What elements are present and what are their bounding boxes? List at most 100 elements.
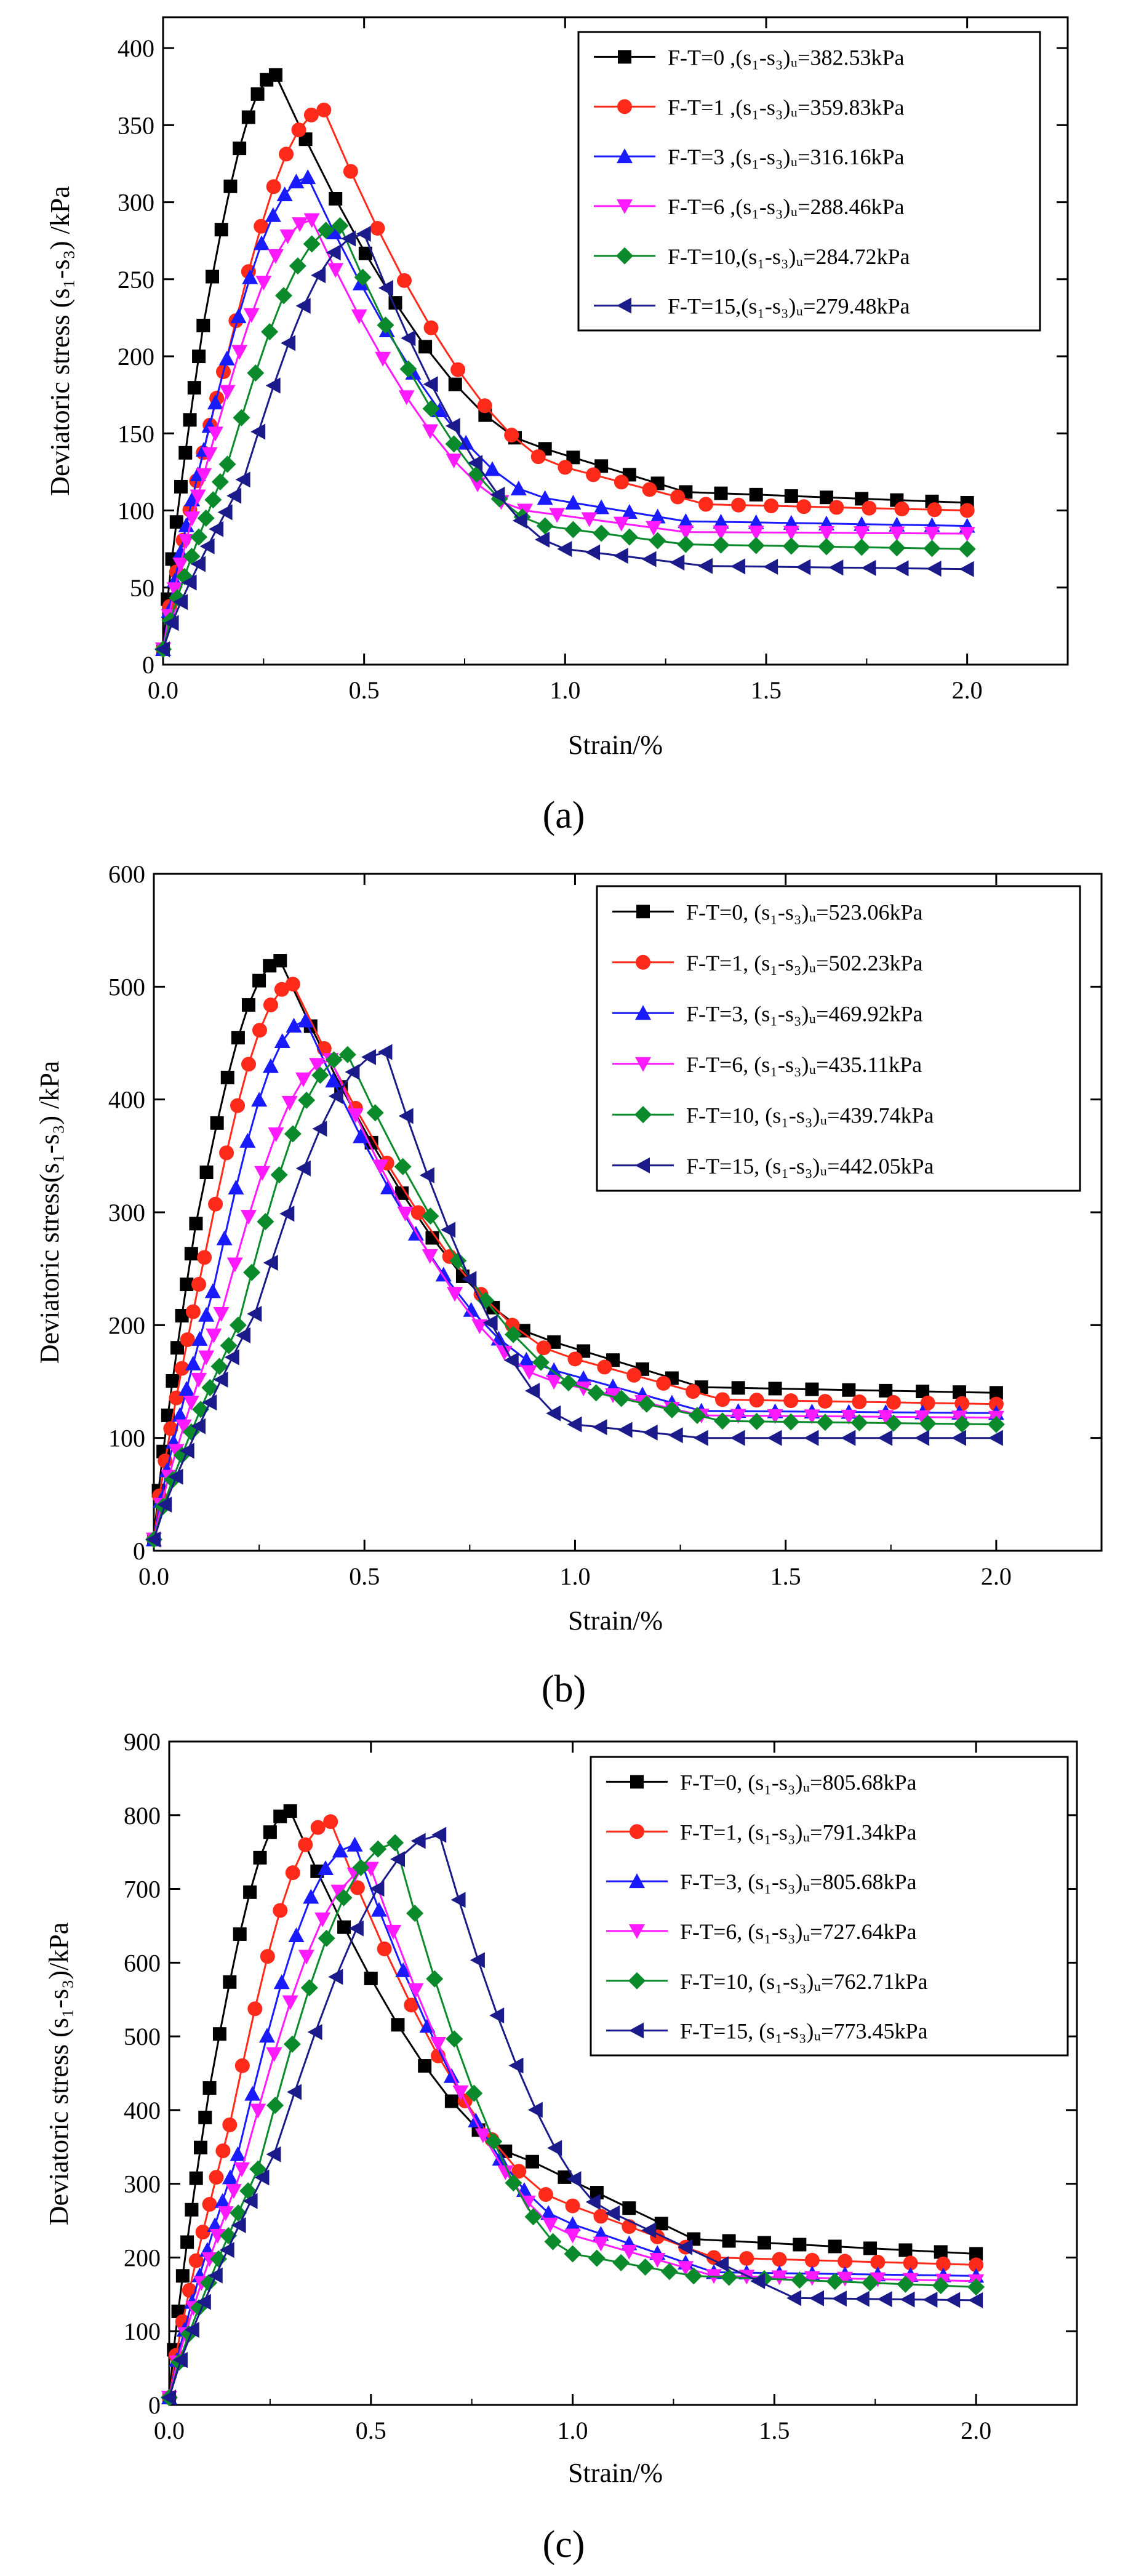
- data-point: [605, 2205, 620, 2222]
- data-point: [190, 489, 206, 505]
- data-point: [804, 1409, 820, 1425]
- data-point: [782, 537, 800, 555]
- data-point: [549, 508, 566, 523]
- data-point: [425, 1231, 439, 1245]
- data-point: [325, 1051, 343, 1069]
- data-point: [714, 2256, 729, 2273]
- data-point: [199, 1165, 214, 1179]
- data-point: [318, 1860, 334, 1875]
- data-point: [180, 1332, 195, 1347]
- data-point: [505, 2174, 522, 2192]
- data-point: [351, 309, 367, 324]
- data-point: [894, 502, 910, 517]
- data-point: [234, 2058, 250, 2073]
- plot-frame: [168, 1740, 1078, 2406]
- data-point: [178, 1380, 195, 1396]
- data-point: [443, 2068, 460, 2083]
- legend-marker: [630, 1824, 644, 1839]
- data-point: [771, 2270, 788, 2286]
- series-5: [146, 1044, 1003, 1548]
- data-point: [348, 1920, 364, 1937]
- x-tick-label: 1.5: [751, 676, 782, 704]
- data-point: [713, 525, 729, 540]
- data-point: [218, 350, 235, 366]
- data-point: [307, 2024, 322, 2041]
- legend-marker: [617, 199, 633, 214]
- data-point: [398, 390, 415, 406]
- data-point: [894, 560, 909, 577]
- data-point: [446, 454, 462, 469]
- data-point: [283, 1804, 297, 1818]
- data-point: [253, 1850, 267, 1865]
- data-point: [530, 449, 546, 465]
- data-point: [326, 224, 343, 239]
- data-point: [178, 534, 194, 549]
- data-point: [295, 1072, 311, 1087]
- data-point: [919, 1415, 937, 1433]
- data-point: [242, 2193, 258, 2209]
- legend-box: [596, 885, 1081, 1192]
- data-point: [544, 2233, 562, 2250]
- data-point: [772, 2252, 787, 2267]
- data-point: [642, 1424, 658, 1441]
- data-point: [209, 2228, 226, 2244]
- data-point: [446, 2030, 463, 2048]
- data-point: [268, 1127, 284, 1143]
- data-point: [310, 1820, 326, 1835]
- data-point: [341, 230, 356, 247]
- data-point: [783, 526, 799, 541]
- data-point: [638, 1395, 655, 1413]
- data-point: [279, 229, 296, 244]
- x-tick-label: 1.0: [550, 676, 580, 704]
- data-point: [678, 2261, 694, 2276]
- data-point: [527, 2102, 543, 2118]
- data-point: [714, 1412, 731, 1430]
- data-point: [220, 1337, 238, 1354]
- data-point: [172, 1407, 188, 1422]
- legend-label: F-T=6, (s₁-s₃)ᵤ=435.11kPa: [686, 1052, 922, 1077]
- data-point: [230, 308, 247, 324]
- data-point: [303, 1889, 319, 1904]
- data-point: [854, 526, 870, 542]
- data-point: [418, 340, 433, 354]
- data-point: [430, 2036, 447, 2052]
- data-point: [180, 2235, 194, 2249]
- legend-marker: [635, 1157, 650, 1174]
- data-point: [168, 1468, 183, 1485]
- data-point: [828, 2239, 842, 2254]
- data-point: [558, 2170, 572, 2184]
- data-point: [343, 164, 358, 179]
- data-point: [191, 1330, 208, 1346]
- data-point: [183, 548, 201, 566]
- data-point: [914, 1410, 931, 1425]
- data-point: [757, 2236, 771, 2250]
- data-point: [328, 1969, 343, 1985]
- data-point: [951, 1410, 967, 1426]
- data-point: [263, 998, 278, 1013]
- data-point: [749, 1393, 764, 1408]
- data-point: [239, 2182, 257, 2200]
- data-point: [969, 2247, 983, 2261]
- data-point: [174, 479, 188, 494]
- x-axis-title: Strain/%: [568, 1606, 663, 1636]
- data-point: [791, 2271, 809, 2289]
- data-point: [192, 1401, 210, 1418]
- series-1: [162, 1814, 984, 2406]
- data-point: [678, 525, 694, 540]
- data-point: [782, 1413, 800, 1431]
- legend-box: [577, 31, 1041, 332]
- series-line: [153, 1053, 996, 1540]
- data-point: [188, 2253, 204, 2268]
- data-point: [518, 1351, 535, 1367]
- data-point: [254, 218, 269, 234]
- data-point: [588, 2249, 606, 2267]
- data-point: [300, 169, 316, 185]
- chart-b-svg: 0.0 0.5 1.0 1.5 2.0 0 100 200 300 400 500 600 Strain…: [34, 860, 1103, 1710]
- data-point: [265, 377, 281, 394]
- data-point: [353, 1128, 369, 1143]
- data-point: [286, 1017, 302, 1033]
- data-point: [180, 1278, 194, 1292]
- data-point: [878, 1430, 893, 1446]
- data-point: [649, 532, 666, 550]
- data-point: [927, 502, 942, 518]
